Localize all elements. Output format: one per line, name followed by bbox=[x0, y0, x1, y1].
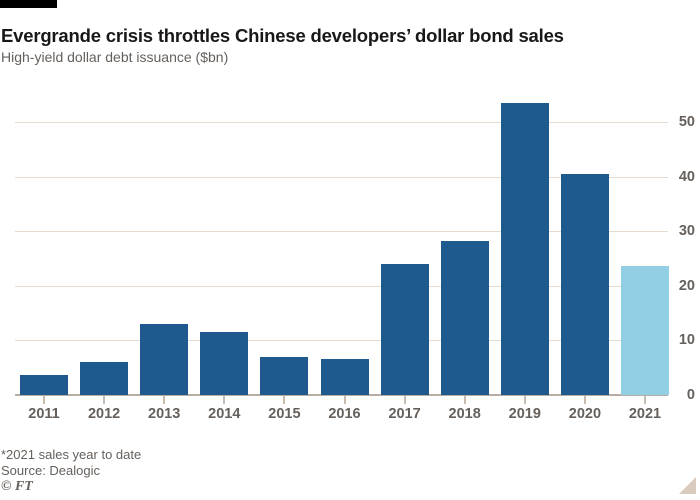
x-tick-2015 bbox=[283, 396, 286, 404]
x-tick-2018 bbox=[463, 396, 466, 404]
y-axis-label-10: 10 bbox=[678, 332, 695, 349]
y-axis-label-0: 0 bbox=[686, 387, 695, 403]
x-tick-2020 bbox=[583, 396, 586, 404]
chart-footnote: *2021 sales year to date bbox=[1, 447, 142, 462]
ft-top-rule bbox=[0, 0, 57, 8]
ft-credit: © FT bbox=[1, 479, 33, 494]
gridline-20 bbox=[15, 285, 668, 287]
bar-2020 bbox=[560, 174, 609, 395]
bar-2013 bbox=[140, 324, 189, 395]
x-tick-2019 bbox=[523, 396, 526, 404]
gridline-50 bbox=[15, 122, 668, 124]
bar-2012 bbox=[80, 361, 129, 395]
x-axis-baseline bbox=[15, 394, 668, 396]
x-tick-2012 bbox=[103, 396, 106, 404]
bar-2011 bbox=[20, 374, 68, 395]
bar-2021 bbox=[621, 265, 669, 395]
x-tick-2017 bbox=[403, 396, 406, 404]
bar-2019 bbox=[500, 102, 549, 395]
x-tick-2021 bbox=[644, 396, 646, 404]
x-axis-label-2012: 2012 bbox=[87, 406, 121, 422]
bar-2015 bbox=[260, 356, 309, 395]
x-axis-label-2021: 2021 bbox=[628, 406, 662, 422]
x-tick-2014 bbox=[223, 396, 226, 404]
bar-2018 bbox=[440, 241, 489, 395]
x-axis-label-2014: 2014 bbox=[208, 406, 241, 422]
x-tick-2011 bbox=[43, 396, 45, 404]
bar-2017 bbox=[380, 263, 429, 395]
x-axis-label-2015: 2015 bbox=[268, 406, 301, 422]
chart-subtitle: High-yield dollar debt issuance ($bn) bbox=[1, 49, 229, 65]
y-axis-label-40: 40 bbox=[678, 168, 695, 185]
x-tick-2016 bbox=[343, 396, 346, 404]
bar-2014 bbox=[200, 331, 249, 395]
gridline-30 bbox=[15, 231, 668, 233]
x-axis-label-2011: 2011 bbox=[28, 406, 60, 422]
x-axis-label-2017: 2017 bbox=[388, 406, 421, 422]
x-axis-label-2016: 2016 bbox=[328, 406, 361, 422]
y-axis-label-30: 30 bbox=[678, 223, 695, 240]
x-tick-2013 bbox=[163, 396, 166, 404]
x-axis-label-2013: 2013 bbox=[148, 406, 181, 422]
y-axis-label-20: 20 bbox=[678, 277, 695, 294]
resize-handle-icon bbox=[679, 477, 696, 494]
y-axis-label-50: 50 bbox=[678, 114, 695, 131]
bar-2016 bbox=[320, 359, 369, 395]
x-axis-label-2020: 2020 bbox=[568, 406, 602, 422]
x-axis-label-2019: 2019 bbox=[508, 406, 541, 422]
x-axis-label-2018: 2018 bbox=[448, 406, 481, 422]
chart-source: Source: Dealogic bbox=[1, 463, 100, 478]
gridline-10 bbox=[15, 340, 668, 342]
chart-title: Evergrande crisis throttles Chinese deve… bbox=[1, 25, 564, 47]
gridline-40 bbox=[15, 176, 668, 178]
